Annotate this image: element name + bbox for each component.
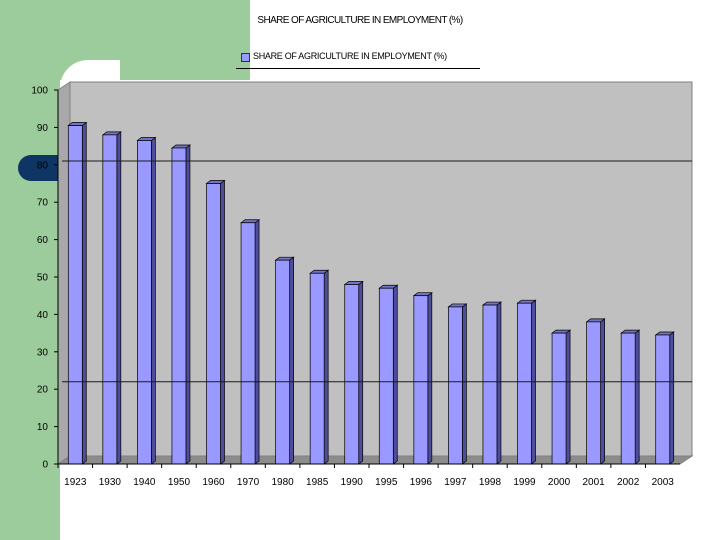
bar-side bbox=[116, 131, 122, 465]
x-tick-label: 1960 bbox=[202, 477, 225, 488]
bar-1997 bbox=[447, 303, 468, 465]
y-tick-label: 20 bbox=[37, 385, 49, 396]
bar-front bbox=[137, 140, 152, 465]
bar-front bbox=[309, 272, 325, 465]
bar-front bbox=[275, 259, 290, 465]
bar-side bbox=[496, 301, 502, 465]
bar-front bbox=[378, 287, 394, 465]
x-tick-label: 1950 bbox=[168, 477, 191, 488]
bar-1940 bbox=[136, 136, 157, 465]
legend-label: SHARE OF AGRICULTURE IN EMPLOYMENT (%) bbox=[253, 51, 447, 61]
y-tick-label: 40 bbox=[37, 310, 49, 321]
bar-side bbox=[323, 269, 329, 465]
bar-front bbox=[413, 295, 429, 465]
x-tick-label: 1930 bbox=[99, 477, 122, 488]
x-tick-label: 1923 bbox=[64, 477, 87, 488]
chart-title: SHARE OF AGRICULTURE IN EMPLOYMENT (%) bbox=[257, 15, 463, 26]
x-tick-label: 1985 bbox=[306, 477, 329, 488]
bar-front bbox=[67, 125, 83, 465]
bar-2000 bbox=[551, 329, 572, 465]
bar-side bbox=[600, 318, 605, 465]
y-tick-label: 60 bbox=[37, 235, 49, 246]
top-decor-band bbox=[0, 0, 250, 80]
x-tick-label: 1997 bbox=[444, 477, 467, 488]
bar-1999 bbox=[516, 299, 537, 465]
x-tick-label: 1940 bbox=[133, 477, 156, 488]
bar-1990 bbox=[343, 280, 364, 465]
x-tick-label: 2003 bbox=[652, 477, 675, 488]
x-tick-label: 1970 bbox=[237, 477, 260, 488]
bar-1960 bbox=[205, 179, 226, 465]
chart-legend: SHARE OF AGRICULTURE IN EMPLOYMENT (%) bbox=[236, 48, 480, 69]
bar-front bbox=[102, 134, 118, 465]
x-tick-label: 1996 bbox=[410, 477, 433, 488]
y-tick-label: 90 bbox=[37, 123, 49, 134]
bar-1930 bbox=[101, 131, 122, 465]
x-tick-label: 1980 bbox=[271, 477, 294, 488]
bar-1923 bbox=[67, 121, 88, 465]
bar-front bbox=[171, 147, 187, 465]
bar-side bbox=[254, 219, 260, 465]
bar-side bbox=[634, 329, 640, 465]
bar-2003 bbox=[654, 331, 675, 465]
bar-side bbox=[565, 329, 571, 465]
bar-2001 bbox=[585, 318, 606, 465]
bar-side bbox=[427, 292, 433, 465]
bar-1950 bbox=[170, 144, 191, 465]
bar-side bbox=[185, 144, 191, 465]
bar-1996 bbox=[412, 292, 433, 465]
y-tick-label: 80 bbox=[37, 160, 49, 171]
bar-side bbox=[289, 256, 294, 465]
bar-front bbox=[586, 321, 601, 465]
bar-side bbox=[81, 121, 87, 465]
bar-front bbox=[206, 183, 221, 465]
bar-side bbox=[392, 284, 398, 465]
legend-swatch bbox=[241, 53, 250, 62]
bar-1995 bbox=[378, 284, 399, 465]
y-tick-label: 0 bbox=[42, 460, 48, 471]
bar-side bbox=[358, 280, 364, 465]
bar-front bbox=[517, 302, 532, 465]
bar-side bbox=[669, 331, 675, 465]
bar-front bbox=[240, 222, 256, 465]
bar-side bbox=[462, 303, 467, 465]
bar-side bbox=[151, 136, 156, 465]
side-decor-band bbox=[0, 0, 60, 540]
bar-front bbox=[655, 334, 671, 465]
y-tick-label: 50 bbox=[37, 273, 49, 284]
bar-1998 bbox=[481, 301, 502, 465]
bar-front bbox=[620, 332, 636, 465]
bar-front bbox=[482, 304, 498, 465]
y-tick-label: 30 bbox=[37, 347, 49, 358]
bar-1985 bbox=[309, 269, 330, 465]
bar-front bbox=[448, 306, 463, 465]
x-tick-label: 1999 bbox=[513, 477, 536, 488]
x-tick-label: 2001 bbox=[582, 477, 605, 488]
x-tick-label: 2002 bbox=[617, 477, 640, 488]
bar-front bbox=[551, 332, 567, 465]
x-tick-label: 1995 bbox=[375, 477, 398, 488]
bar-1980 bbox=[274, 256, 295, 465]
x-tick-label: 1998 bbox=[479, 477, 502, 488]
side-tab-marker bbox=[18, 155, 62, 181]
x-tick-label: 1990 bbox=[341, 477, 364, 488]
x-tick-label: 2000 bbox=[548, 477, 571, 488]
bar-front bbox=[344, 284, 360, 465]
bar-2002 bbox=[620, 329, 641, 465]
y-tick-label: 10 bbox=[37, 422, 49, 433]
bar-side bbox=[220, 179, 225, 465]
y-tick-label: 70 bbox=[37, 198, 49, 209]
y-tick-label: 100 bbox=[31, 86, 48, 97]
bar-1970 bbox=[240, 219, 261, 465]
